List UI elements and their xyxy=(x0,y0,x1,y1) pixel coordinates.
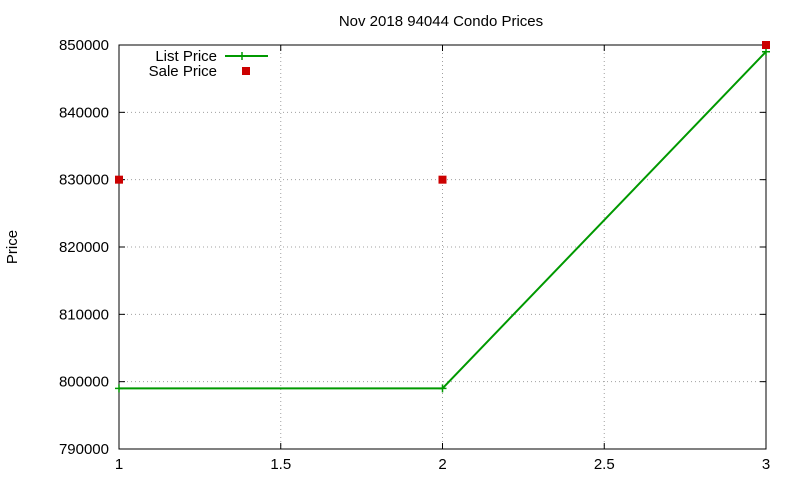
axes: 1 1.5 2 2.5 3 790000 800000 810000 820000 830000 8… xyxy=(59,37,770,473)
y-tick-label: 800000 xyxy=(59,374,109,391)
data-point-sale-price xyxy=(438,175,447,184)
y-tick-label: 790000 xyxy=(59,441,109,458)
x-tick-label: 1.5 xyxy=(270,456,291,473)
x-tick-label: 2.5 xyxy=(594,456,615,473)
data-point-list-price xyxy=(762,47,770,56)
y-tick-label: 810000 xyxy=(59,306,109,323)
legend-swatch-marker xyxy=(242,67,250,75)
y-tick-label: 840000 xyxy=(59,104,109,121)
plot-border xyxy=(118,44,767,450)
x-tick-label: 1 xyxy=(115,456,123,473)
data-point-sale-price xyxy=(762,41,770,49)
series xyxy=(115,41,770,393)
y-tick-label: 820000 xyxy=(59,239,109,256)
y-axis-label: Price xyxy=(4,230,21,264)
x-tick-label: 3 xyxy=(762,456,770,473)
legend-label: List Price xyxy=(155,48,217,65)
data-point-list-price xyxy=(115,384,123,393)
y-tick-label: 850000 xyxy=(59,37,109,54)
grid xyxy=(119,45,766,449)
y-tick-label: 830000 xyxy=(59,172,109,189)
data-point-sale-price xyxy=(115,175,123,184)
data-point-list-price xyxy=(438,384,447,393)
legend-label: Sale Price xyxy=(149,63,217,80)
x-tick-label: 2 xyxy=(438,456,446,473)
chart-title: Nov 2018 94044 Condo Prices xyxy=(339,13,543,30)
